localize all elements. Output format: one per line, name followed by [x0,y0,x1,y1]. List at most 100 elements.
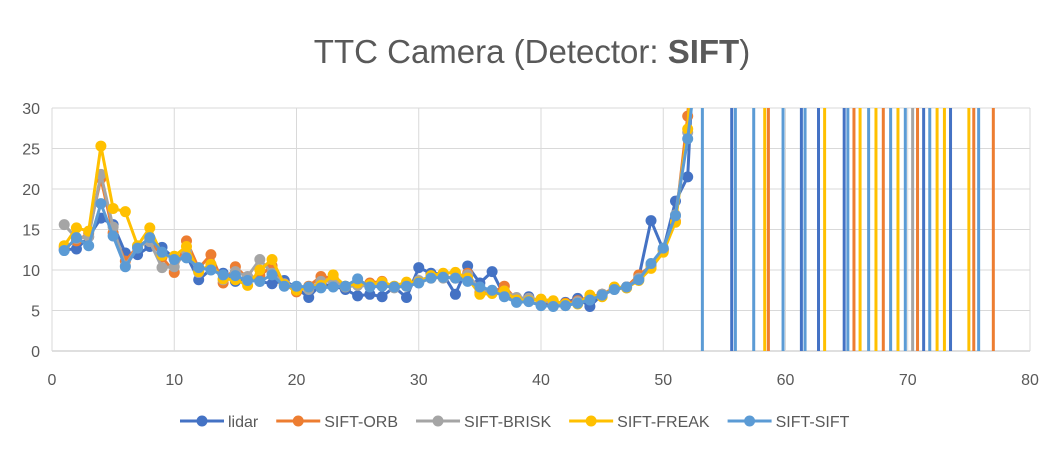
data-point [205,249,217,261]
data-point [413,277,425,289]
data-point [388,281,400,293]
legend-marker [744,415,756,427]
legend-marker [432,415,444,427]
data-point [156,246,168,258]
data-point [584,294,596,306]
data-point [156,262,168,274]
x-tick-label: 50 [654,372,672,389]
data-point [511,296,523,308]
data-point [107,202,119,214]
data-point [645,258,657,270]
data-point [205,264,217,276]
data-point [278,280,290,292]
legend-marker [196,415,208,427]
data-point [315,282,327,294]
series-sift-sift [58,108,694,312]
data-point [193,262,205,274]
chart-title: TTC Camera (Detector: SIFT) [314,33,750,70]
legend-marker [292,415,304,427]
data-point [83,240,95,252]
data-point [119,261,131,273]
data-point [352,273,364,285]
data-point [498,291,510,303]
legend-marker [585,415,597,427]
plot-area [58,108,995,351]
y-tick-label: 5 [31,304,40,321]
data-point [254,275,266,287]
data-point [559,300,571,312]
data-point [608,283,620,295]
data-point [437,271,449,283]
data-point [291,280,302,292]
data-point [462,275,474,287]
legend-label: SIFT-SIFT [776,414,850,431]
legend-label: SIFT-BRISK [464,414,551,431]
data-point [449,288,461,300]
x-tick-label: 70 [899,372,917,389]
y-tick-label: 10 [22,263,40,280]
data-point [168,253,180,265]
data-point [95,140,107,152]
data-point [596,289,608,301]
data-point [217,269,229,281]
y-tick-label: 25 [22,142,40,159]
legend: lidar SIFT-ORB SIFT-BRISK SIFT-FREAK SIFT-SI… [180,414,850,431]
data-point [254,253,266,265]
data-point [266,278,278,290]
data-point [180,252,192,264]
data-point [401,292,413,304]
data-point [327,281,339,293]
x-tick-label: 30 [410,372,428,389]
data-point [144,232,156,244]
data-point [523,296,535,308]
data-point [669,210,681,222]
data-point [144,222,156,234]
legend-item: SIFT-BRISK [416,414,551,431]
chart-title-prefix: TTC Camera (Detector: [314,33,668,70]
chart-title-suffix: ) [739,33,750,70]
y-tick-label: 20 [22,182,40,199]
data-point [474,281,486,293]
legend-item: SIFT-FREAK [569,414,710,431]
data-point [303,292,315,304]
data-point [364,281,376,293]
legend-label: SIFT-ORB [324,414,398,431]
data-point [70,222,82,234]
data-point [535,300,547,312]
x-tick-label: 60 [777,372,795,389]
data-point [657,242,669,254]
axis-tick-labels: 0 5 10 15 20 25 30 0 10 20 30 40 50 60 70 80 [22,101,1039,389]
data-point [303,281,315,293]
y-tick-label: 30 [22,101,40,118]
data-point [70,243,82,255]
y-tick-label: 0 [31,344,40,361]
legend-item: SIFT-ORB [276,414,398,431]
data-point [266,269,278,281]
data-point [547,300,559,312]
data-point [242,275,254,287]
x-tick-label: 20 [288,372,306,389]
y-tick-label: 15 [22,223,40,240]
data-point [376,280,388,292]
data-point [229,270,241,282]
data-point [449,272,461,284]
data-point [572,297,584,309]
data-point [401,280,413,292]
legend-label: lidar [228,414,259,431]
data-point [132,242,144,254]
data-point [633,274,645,286]
data-point [413,262,425,274]
legend-item: lidar [180,414,259,431]
data-point [425,272,437,284]
data-point [180,241,192,253]
x-tick-label: 0 [48,372,57,389]
x-tick-label: 10 [165,372,183,389]
data-point [327,269,339,281]
data-point [70,232,82,244]
data-point [486,284,498,296]
data-point [682,133,694,145]
x-tick-label: 40 [532,372,550,389]
data-point [254,264,266,276]
chart-title-detector: SIFT [668,33,740,70]
